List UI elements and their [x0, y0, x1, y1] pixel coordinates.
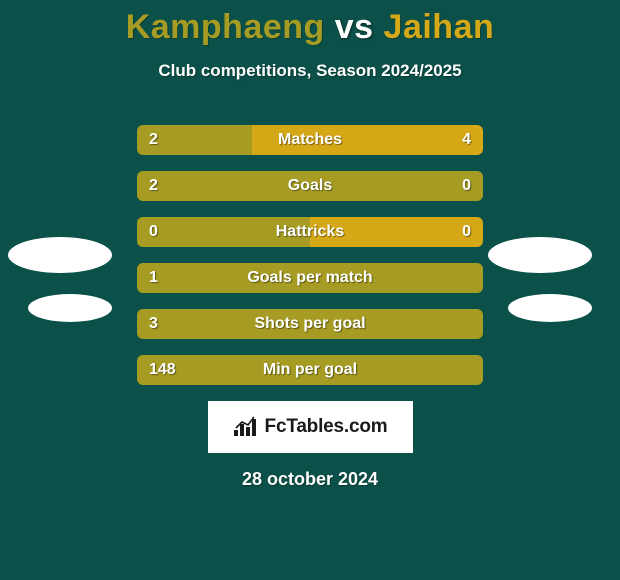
subtitle: Club competitions, Season 2024/2025 — [0, 61, 620, 81]
comparison-card: Kamphaeng vs Jaihan Club competitions, S… — [0, 0, 620, 580]
stat-bar-left — [137, 263, 483, 293]
stat-bar-right — [252, 125, 483, 155]
bar-chart-icon — [233, 416, 259, 438]
date: 28 october 2024 — [0, 469, 620, 490]
stat-row: 148Min per goal — [137, 355, 483, 385]
stat-row: 1Goals per match — [137, 263, 483, 293]
avatar-right-head — [488, 237, 592, 273]
stat-row: 00Hattricks — [137, 217, 483, 247]
stat-bar-left — [137, 217, 310, 247]
stat-bars: 24Matches 20Goals 00Hattricks 1Goals per ma… — [137, 125, 483, 385]
stat-bar-left — [137, 309, 483, 339]
stat-row: 20Goals — [137, 171, 483, 201]
stat-bar-left — [137, 125, 252, 155]
stat-row: 24Matches — [137, 125, 483, 155]
stat-row: 3Shots per goal — [137, 309, 483, 339]
avatar-right-body — [508, 294, 592, 322]
badge-text: FcTables.com — [265, 416, 388, 438]
site-badge: FcTables.com — [208, 401, 413, 453]
title-vs: vs — [335, 8, 374, 46]
avatar-left-head — [8, 237, 112, 273]
title-player1: Kamphaeng — [126, 8, 325, 46]
stat-bar-left — [137, 171, 483, 201]
avatar-left-body — [28, 294, 112, 322]
stat-bar-right — [310, 217, 483, 247]
title-player2: Jaihan — [384, 8, 495, 46]
stat-bar-left — [137, 355, 483, 385]
page-title: Kamphaeng vs Jaihan — [0, 0, 620, 47]
